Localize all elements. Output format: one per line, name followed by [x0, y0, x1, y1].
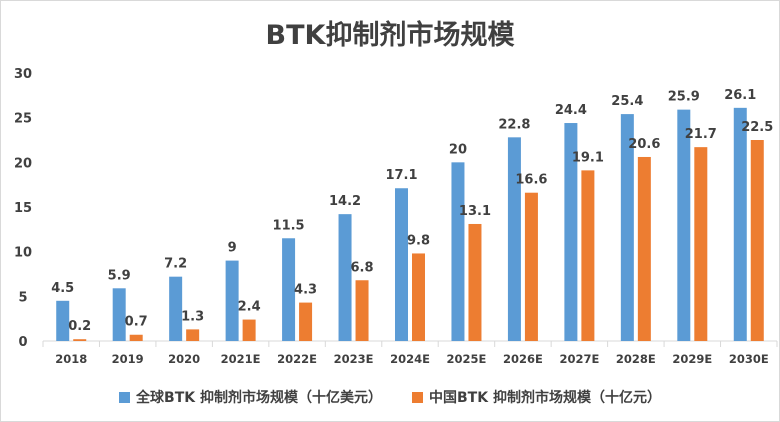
data-label-china: 22.5: [741, 120, 773, 135]
bar-global: [564, 123, 578, 341]
legend: 全球BTK 抑制剂市场规模（十亿美元） 中国BTK 抑制剂市场规模（十亿元）: [1, 387, 779, 407]
data-label-global: 20: [449, 142, 467, 157]
legend-item-china: 中国BTK 抑制剂市场规模（十亿元）: [412, 387, 661, 407]
bar-china: [468, 223, 482, 341]
legend-label-china: 中国BTK 抑制剂市场规模（十亿元）: [429, 390, 661, 406]
data-label-china: 20.6: [628, 137, 660, 152]
data-label-global: 4.5: [51, 281, 74, 296]
legend-item-global: 全球BTK 抑制剂市场规模（十亿美元）: [119, 387, 382, 407]
x-tick-label: 2026E: [503, 352, 543, 366]
bar-china: [73, 339, 87, 341]
data-label-china: 0.2: [68, 319, 91, 334]
legend-label-global: 全球BTK 抑制剂市场规模（十亿美元）: [136, 390, 382, 406]
y-tick-label: 25: [14, 112, 32, 127]
x-tick-label: 2023E: [334, 352, 374, 366]
x-tick-label: 2022E: [277, 352, 317, 366]
data-label-china: 1.3: [181, 309, 204, 324]
chart-title: BTK抑制剂市场规模: [265, 20, 515, 51]
data-label-global: 26.1: [724, 88, 756, 103]
data-label-global: 24.4: [555, 103, 587, 118]
bar-china: [129, 334, 143, 341]
data-label-china: 21.7: [685, 127, 717, 142]
bar-china: [355, 280, 369, 341]
data-label-china: 6.8: [351, 260, 374, 275]
data-label-china: 16.6: [515, 173, 547, 188]
bar-china: [524, 192, 538, 341]
legend-swatch-china: [412, 391, 423, 403]
x-tick-label: 2019: [112, 352, 144, 366]
x-tick-label: 2030E: [729, 352, 769, 366]
bar-china: [581, 170, 595, 341]
y-tick-label: 0: [18, 335, 27, 350]
bar-china: [694, 147, 708, 341]
data-label-global: 25.9: [668, 90, 700, 105]
bar-global: [282, 238, 296, 341]
data-label-global: 14.2: [329, 194, 361, 209]
y-tick-label: 10: [14, 246, 32, 261]
data-label-china: 2.4: [238, 300, 261, 315]
bar-global: [56, 300, 70, 341]
y-tick-label: 20: [14, 156, 32, 171]
x-tick-label: 2028E: [616, 352, 656, 366]
data-label-china: 19.1: [572, 150, 604, 165]
legend-swatch-global: [119, 391, 131, 403]
bar-china: [412, 253, 425, 341]
bar-global: [338, 214, 352, 341]
data-label-china: 9.8: [407, 233, 430, 248]
data-label-global: 22.8: [498, 117, 530, 132]
x-tick-label: 2024E: [390, 352, 430, 366]
bar-china: [637, 156, 651, 341]
bar-global: [507, 137, 521, 341]
bar-global: [395, 188, 408, 341]
bar-china: [299, 302, 313, 341]
bar-global: [677, 109, 691, 341]
y-tick-label: 30: [14, 67, 32, 82]
data-label-china: 0.7: [125, 315, 148, 330]
bar-global: [112, 288, 126, 341]
data-label-global: 17.1: [385, 168, 417, 183]
data-label-global: 11.5: [273, 218, 305, 233]
bar-china: [186, 329, 200, 341]
bar-global: [225, 260, 239, 341]
bar-global: [169, 276, 183, 341]
y-tick-label: 5: [18, 290, 27, 305]
y-tick-label: 15: [14, 201, 32, 216]
bar-global: [733, 107, 747, 341]
data-label-global: 25.4: [611, 94, 643, 109]
data-label-global: 9: [228, 241, 237, 256]
x-tick-label: 2018: [55, 352, 87, 366]
bar-global: [620, 114, 634, 342]
data-label-china: 13.1: [459, 204, 491, 219]
bar-china: [750, 140, 764, 341]
bar-china: [242, 319, 256, 341]
x-tick-label: 2025E: [447, 352, 487, 366]
data-label-global: 7.2: [164, 257, 187, 272]
data-label-global: 5.9: [108, 268, 131, 283]
x-tick-label: 2021E: [221, 352, 261, 366]
data-label-china: 4.3: [294, 283, 317, 298]
x-tick-label: 2027E: [559, 352, 599, 366]
x-tick-label: 2029E: [672, 352, 712, 366]
bar-global: [451, 162, 465, 341]
x-tick-label: 2020: [168, 352, 200, 366]
